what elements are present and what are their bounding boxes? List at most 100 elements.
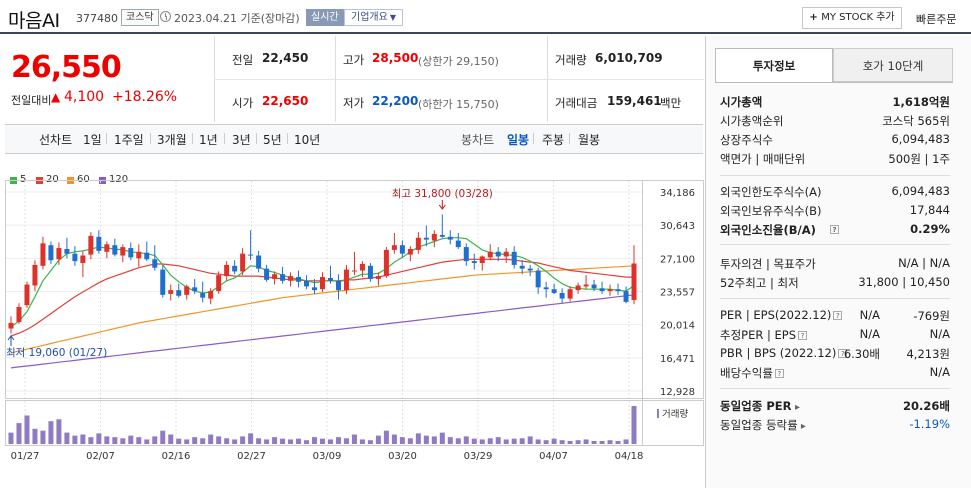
help-icon[interactable]: ? — [830, 225, 839, 234]
candle-body — [447, 236, 453, 240]
right-panel — [705, 36, 971, 488]
volume-bar — [567, 440, 573, 444]
candle-chart-label: 봉차트 — [461, 133, 495, 147]
my-stock-add-button[interactable]: + MY STOCK 추가 — [802, 7, 902, 29]
volume-bar — [335, 437, 341, 444]
candle-body — [631, 263, 637, 300]
amount-label: 거래대금 — [555, 96, 598, 110]
volume-label: 거래량 — [555, 53, 587, 67]
candle-body — [495, 251, 501, 257]
upper-limit: (상한가 29,150) — [418, 55, 499, 68]
help-icon[interactable]: ? — [838, 349, 848, 358]
volume-bar — [343, 438, 349, 444]
volume-bar — [423, 435, 429, 444]
candle-body — [208, 291, 214, 299]
volume-bar — [407, 438, 413, 444]
candle-body — [32, 264, 38, 286]
sector-per-row[interactable]: 동일업종 PER ▸ 20.26배 — [720, 396, 950, 415]
candle-body — [543, 287, 549, 290]
candle-body — [623, 291, 629, 302]
company-overview-dropdown[interactable]: 기업개요 ▼ — [344, 9, 403, 26]
period-10y[interactable]: 10년 — [294, 133, 321, 147]
chevron-down-icon: ▼ — [389, 13, 396, 22]
divider — [150, 133, 151, 144]
candle-body — [304, 280, 310, 287]
candle-daily[interactable]: 일봉 — [507, 133, 530, 147]
pbr-label-text: PBR | BPS (2022.12) — [720, 346, 837, 360]
candle-body — [383, 249, 389, 277]
candle-body — [567, 289, 573, 299]
tab-divider — [715, 82, 953, 83]
candle-body — [503, 251, 509, 257]
candle-body — [112, 245, 118, 255]
volume-bar — [208, 434, 214, 444]
volume-bar — [583, 439, 589, 444]
candle-body — [335, 280, 341, 291]
candle-body — [120, 247, 126, 256]
period-1y[interactable]: 1년 — [199, 133, 218, 147]
volume-bar — [88, 437, 94, 444]
info-value: 500원 | 1주 — [888, 152, 950, 166]
realtime-button[interactable]: 실시간 — [306, 9, 344, 26]
week52-row: 52주최고 | 최저 31,800 | 10,450 — [720, 273, 950, 292]
volume-bar — [80, 434, 86, 444]
candle-body — [479, 256, 485, 264]
price-change-percent: +18.26% — [112, 89, 178, 105]
opinion-value: N/A | N/A — [898, 256, 950, 270]
week52-label: 52주최고 | 최저 — [720, 276, 799, 290]
per-label-text: PER | EPS(2022.12) — [720, 308, 832, 322]
stock-chart[interactable]: 34,186 30,643 27,100 23,557 20,014 16,471 12,9… — [5, 160, 705, 488]
period-1w[interactable]: 1주일 — [114, 133, 144, 147]
period-3y[interactable]: 3년 — [232, 133, 251, 147]
foreign-value: 17,844 — [909, 203, 950, 217]
tab-investment-info[interactable]: 투자정보 — [715, 48, 833, 82]
quick-order-link[interactable]: 빠른주문 — [916, 13, 957, 26]
candle-body — [431, 233, 437, 241]
info-row: 액면가 | 매매단위 500원 | 1주 — [720, 149, 950, 168]
help-icon[interactable]: ? — [833, 311, 843, 320]
clock-icon — [160, 11, 171, 22]
info-row: 시가총액 1,618억원 — [720, 92, 950, 111]
volume-bar — [575, 440, 581, 444]
sector-change-row[interactable]: 동일업종 등락률 ▸ -1.19% — [720, 415, 950, 434]
volume-bar — [288, 439, 294, 444]
help-icon[interactable]: ? — [774, 369, 784, 378]
help-icon[interactable]: ? — [798, 331, 808, 340]
candle-body — [591, 284, 597, 289]
candle-body — [136, 251, 142, 259]
company-overview-label: 기업개요 — [351, 12, 388, 23]
volume-pane-border — [5, 400, 704, 446]
volume-bar — [607, 440, 613, 444]
candle-body — [375, 276, 381, 279]
candle-body — [415, 237, 421, 250]
foreign-value: 6,094,483 — [891, 184, 950, 198]
candle-body — [535, 270, 541, 288]
candle-body — [487, 251, 493, 258]
high-label: 고가 — [343, 53, 365, 67]
pbr-row: PBR | BPS (2022.12)? 6.30배 4,213원 — [720, 344, 950, 363]
candle-body — [327, 277, 333, 281]
volume-bar — [184, 439, 190, 444]
legend-ma60: 60 — [77, 174, 90, 185]
volume-bar — [56, 419, 62, 444]
volume-bar — [623, 439, 629, 444]
candle-body — [280, 274, 286, 281]
open-label: 시가 — [232, 96, 254, 110]
price-change: 4,100 — [64, 89, 105, 105]
y-tick-label: 12,928 — [660, 387, 695, 398]
y-tick-label: 20,014 — [660, 321, 695, 332]
candle-body — [527, 268, 533, 271]
period-1d[interactable]: 1일 — [83, 133, 102, 147]
line-chart-label: 선차트 — [39, 133, 73, 147]
candle-monthly[interactable]: 월봉 — [578, 133, 601, 147]
period-5y[interactable]: 5년 — [263, 133, 282, 147]
change-label: 전일대비 — [11, 94, 52, 107]
volume-bar — [359, 439, 365, 444]
candle-weekly[interactable]: 주봉 — [542, 133, 565, 147]
high-value: 28,500 — [372, 51, 419, 65]
tab-order-book[interactable]: 호가 10단계 — [833, 48, 953, 82]
low-label: 저가 — [343, 96, 365, 110]
period-3m[interactable]: 3개월 — [157, 133, 187, 147]
amount-value: 159,461 — [607, 94, 662, 108]
volume-bar — [391, 434, 397, 444]
